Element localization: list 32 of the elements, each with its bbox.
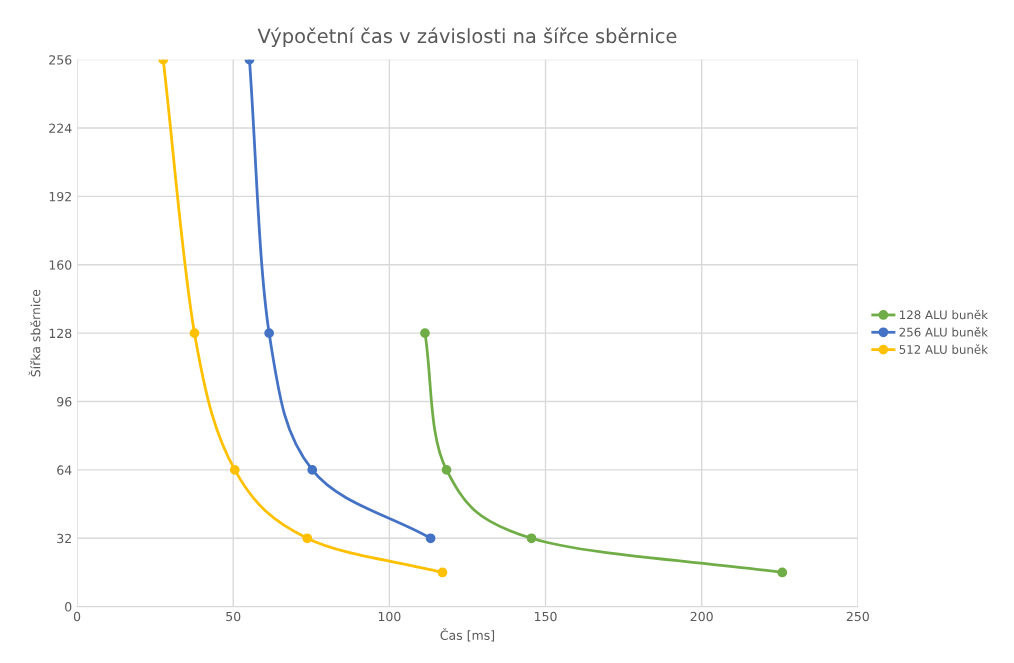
point [229,465,240,475]
chart-title: Výpočetní čas v závislosti na šířce sběrnice [257,27,677,48]
y-tick-label: 64 [57,465,72,475]
legend-label: 256 ALU buněk [899,326,988,337]
point [425,533,436,544]
y-tick-label: 0 [65,602,72,612]
y-tick-label: 128 [49,328,72,339]
y-tick-label: 96 [57,397,72,407]
point [777,567,788,578]
x-tick-label: 100 [378,611,401,622]
point [189,328,200,339]
point [302,533,313,544]
y-tick-label: 192 [49,191,71,202]
point [420,328,430,339]
y-axis-title: Šířka sběrnice [28,289,41,377]
y-tick-label: 32 [57,533,71,544]
y-tick-label: 224 [49,123,72,133]
x-tick-label: 50 [226,611,241,622]
x-tick-label: 250 [846,611,869,622]
point [526,533,537,544]
legend-label: 512 ALU buněk [899,344,988,354]
point [441,465,452,475]
x-axis-title: Čas [ms] [440,628,495,642]
point [437,567,448,578]
y-tick-label: 256 [49,55,72,65]
legend-label: 128 ALU buněk [900,309,988,320]
point [264,328,274,339]
x-tick-label: 0 [73,611,81,622]
point [307,465,318,475]
y-tick-label: 160 [49,260,72,270]
x-tick-label: 150 [534,611,557,622]
x-tick-label: 200 [690,611,713,622]
